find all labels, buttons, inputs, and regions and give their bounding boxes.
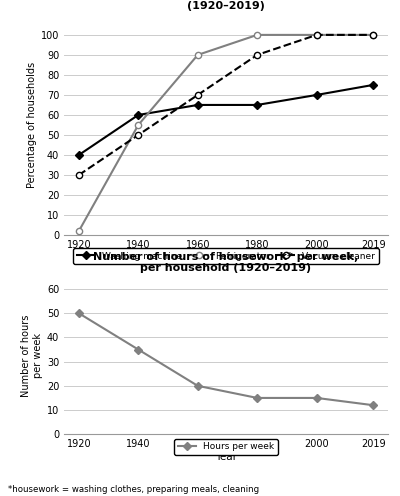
Text: *housework = washing clothes, preparing meals, cleaning: *housework = washing clothes, preparing … [8,485,259,494]
Title: Percentage of households with electrical appliances
(1920–2019): Percentage of households with electrical… [63,0,389,11]
Y-axis label: Number of hours
per week: Number of hours per week [21,314,42,397]
Y-axis label: Percentage of households: Percentage of households [26,62,36,188]
X-axis label: Year: Year [215,452,237,462]
X-axis label: Year: Year [215,252,237,263]
Legend: Washing machine, Refrigerator, Vacuum cleaner: Washing machine, Refrigerator, Vacuum cl… [74,248,378,264]
Title: Number of hours of housework* per week,
per household (1920–2019): Number of hours of housework* per week, … [93,252,359,273]
Legend: Hours per week: Hours per week [174,439,278,455]
